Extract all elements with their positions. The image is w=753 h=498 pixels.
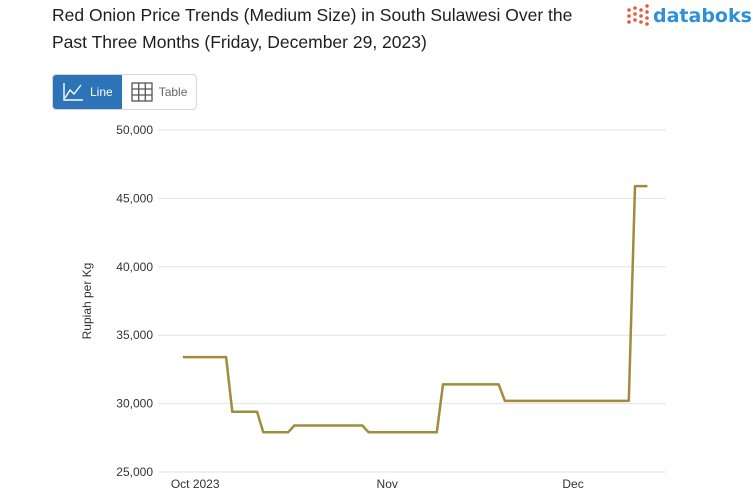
view-toggle: Line Table xyxy=(52,74,198,110)
logo-dot xyxy=(633,18,637,22)
y-tick-label: 50,000 xyxy=(116,123,153,137)
logo-dot xyxy=(639,8,643,12)
x-tick-label: Nov xyxy=(377,477,398,491)
line-chart-icon xyxy=(63,83,83,101)
databoks-logo-mark-icon xyxy=(627,4,649,26)
y-tick-label: 45,000 xyxy=(116,191,153,205)
table-grid-icon xyxy=(131,82,153,102)
logo-dot xyxy=(627,8,631,12)
logo-dot xyxy=(627,20,631,24)
logo-dot xyxy=(645,4,649,8)
table-view-label: Table xyxy=(158,85,188,99)
logo-dot xyxy=(645,22,649,26)
line-view-label: Line xyxy=(90,85,113,99)
logo-dot xyxy=(639,14,643,18)
logo-dot xyxy=(633,12,637,16)
y-tick-label: 30,000 xyxy=(116,397,153,411)
line-view-button[interactable]: Line xyxy=(53,75,122,109)
y-tick-label: 40,000 xyxy=(116,260,153,274)
y-axis-ticks: 25,000 30,000 35,000 40,000 45,000 50,000 xyxy=(116,123,153,479)
logo-dot xyxy=(645,10,649,14)
y-axis-label: Rupiah per Kg xyxy=(80,263,94,340)
table-view-button[interactable]: Table xyxy=(122,75,197,109)
logo-dot xyxy=(633,6,637,10)
series xyxy=(182,184,648,434)
x-tick-label: Dec xyxy=(562,477,583,491)
gridlines xyxy=(158,129,666,473)
y-tick-label: 25,000 xyxy=(116,465,153,479)
logo-dot xyxy=(645,16,649,20)
brand-name: databoks xyxy=(653,5,752,27)
logo-dot xyxy=(639,20,643,24)
x-axis-ticks: Oct 2023 Nov Dec xyxy=(171,477,584,491)
y-tick-label: 35,000 xyxy=(116,328,153,342)
databoks-logo[interactable]: databoks xyxy=(626,3,752,29)
chart-title: Red Onion Price Trends (Medium Size) in … xyxy=(52,5,573,52)
series-line[interactable] xyxy=(182,184,648,434)
x-tick-label: Oct 2023 xyxy=(171,477,220,491)
logo-dot xyxy=(627,14,631,18)
